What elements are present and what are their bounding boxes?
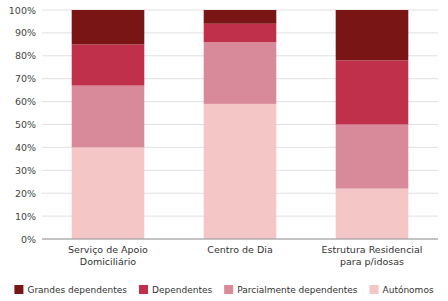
y-tick-label: 50% (15, 119, 36, 130)
bar-segment (72, 44, 145, 85)
legend-swatch (370, 285, 379, 294)
legend-label: Grandes dependentes (27, 285, 127, 295)
y-tick-label: 30% (15, 165, 36, 176)
x-tick-label-line: Serviço de Apoio (68, 244, 148, 255)
bar-segment (336, 60, 409, 124)
x-axis-line (42, 239, 438, 240)
legend-label: Autónomos (383, 285, 434, 295)
y-tick-label: 20% (15, 188, 36, 199)
x-tick-label-line: Estrutura Residencial (322, 244, 423, 255)
y-tick-label: 10% (15, 211, 36, 222)
bars (72, 10, 409, 239)
bar-segment (336, 125, 409, 189)
bar-segment (72, 86, 145, 148)
grid-line (42, 239, 438, 240)
bar-segment (72, 147, 145, 239)
bar-segment (336, 10, 409, 60)
y-tick-label: 70% (15, 73, 36, 84)
x-tick-label-line: Domiciliário (80, 256, 137, 267)
chart: 0% 10% 20% 30% 40% 50% 60% 70% 80% 90% 100% Serviço… (0, 0, 448, 301)
y-tick-label: 100% (9, 5, 36, 16)
legend-item: Grandes dependentes (14, 285, 127, 295)
x-tick-label-line: para p/idosas (340, 256, 404, 267)
y-tick-label: 40% (15, 142, 36, 153)
grid (42, 10, 438, 239)
legend: Grandes dependentes Dependentes Parcialmen… (14, 285, 433, 295)
y-tick-label: 0% (21, 234, 36, 245)
bar-segment (72, 10, 145, 44)
bar-segment (204, 10, 277, 24)
x-tick-label: Estrutura Residencialpara p/idosas (322, 244, 423, 267)
bar-segment (204, 42, 277, 104)
x-tick-label-line: Centro de Dia (207, 244, 272, 255)
bar-segment (204, 104, 277, 239)
legend-item: Dependentes (139, 285, 212, 295)
x-tick-label: Centro de Dia (207, 244, 272, 255)
bar-segment (204, 24, 277, 42)
legend-label: Dependentes (152, 285, 212, 295)
legend-label: Parcialmente dependentes (237, 285, 358, 295)
legend-item: Parcialmente dependentes (224, 285, 358, 295)
bar-segment (336, 189, 409, 239)
legend-swatch (224, 285, 233, 294)
y-tick-label: 60% (15, 96, 36, 107)
legend-item: Autónomos (370, 285, 434, 295)
legend-swatch (139, 285, 148, 294)
x-tick-label: Serviço de ApoioDomiciliário (68, 244, 148, 267)
legend-swatch (14, 285, 23, 294)
y-tick-label: 80% (15, 50, 36, 61)
y-tick-label: 90% (15, 27, 36, 38)
